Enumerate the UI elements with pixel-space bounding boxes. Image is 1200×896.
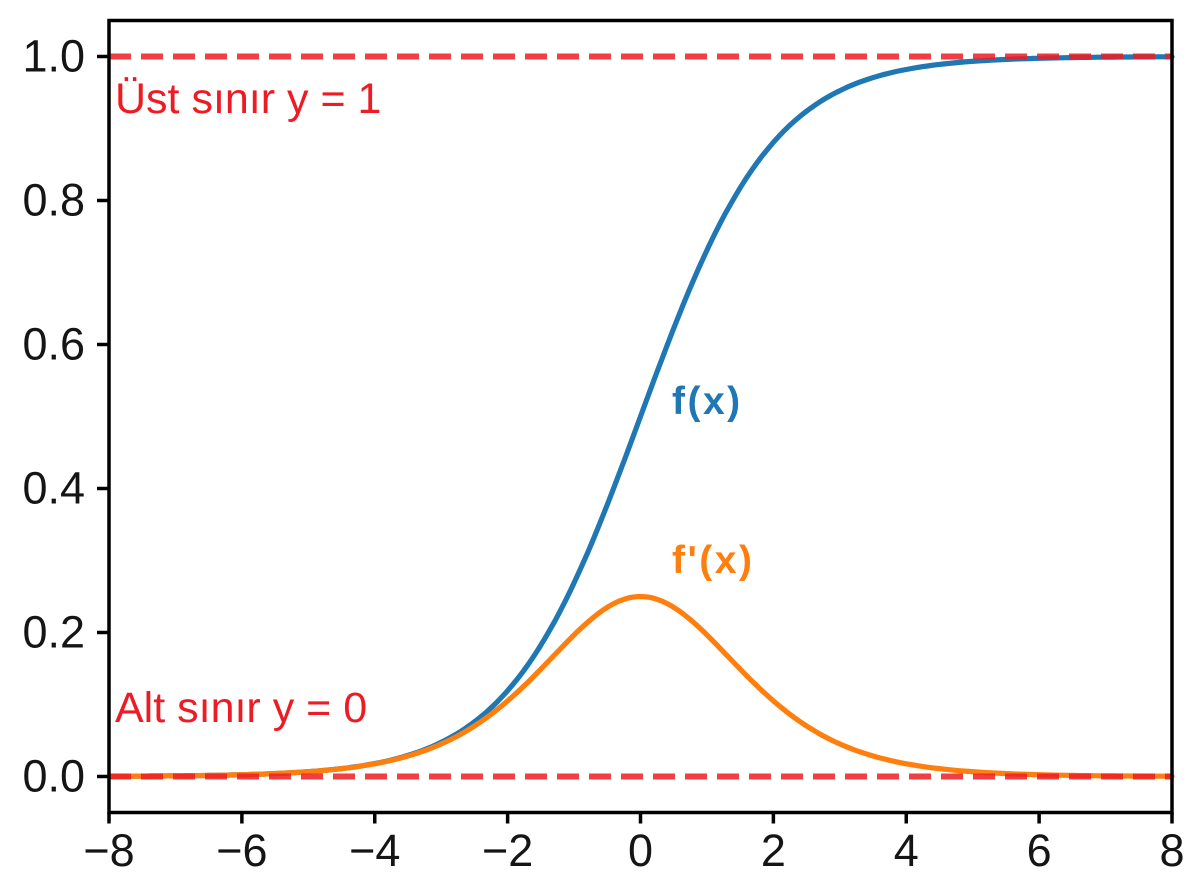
svg-text:−6: −6	[216, 825, 267, 876]
svg-text:0.8: 0.8	[22, 175, 85, 226]
svg-text:f(x): f(x)	[672, 380, 743, 423]
svg-text:−4: −4	[349, 825, 400, 876]
svg-text:Üst sınır y = 1: Üst sınır y = 1	[115, 75, 381, 123]
svg-text:0.2: 0.2	[22, 607, 85, 658]
svg-text:1.0: 1.0	[22, 31, 85, 82]
svg-text:2: 2	[761, 825, 786, 876]
svg-text:0.0: 0.0	[22, 751, 85, 802]
svg-text:8: 8	[1159, 825, 1184, 876]
svg-text:4: 4	[894, 825, 919, 876]
svg-text:−8: −8	[83, 825, 134, 876]
svg-text:6: 6	[1027, 825, 1052, 876]
svg-text:0.6: 0.6	[22, 319, 85, 370]
svg-text:0.4: 0.4	[22, 463, 85, 514]
svg-text:Alt sınır y = 0: Alt sınır y = 0	[115, 684, 367, 732]
svg-text:−2: −2	[482, 825, 533, 876]
svg-text:0: 0	[628, 825, 653, 876]
svg-text:f'(x): f'(x)	[672, 539, 754, 582]
